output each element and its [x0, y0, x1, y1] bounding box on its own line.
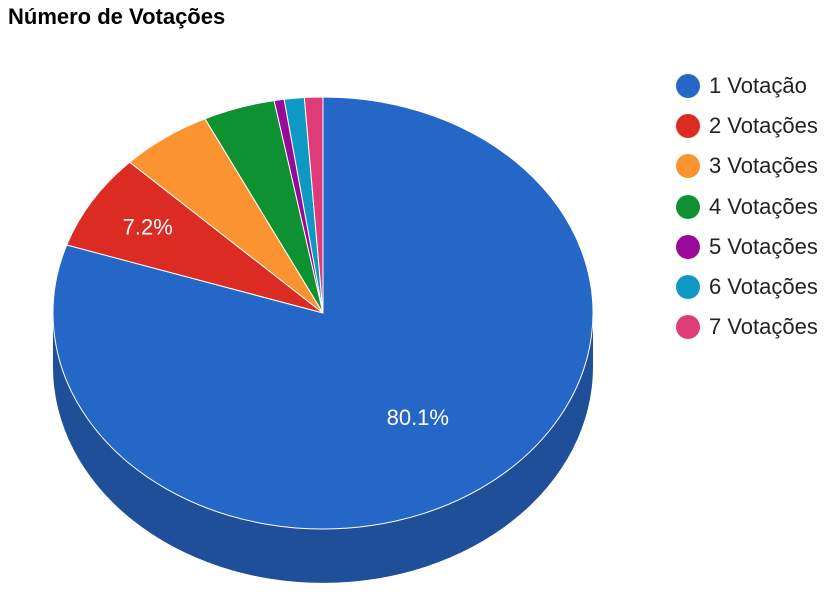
pie-slice-2[interactable] — [66, 161, 324, 314]
legend-item-7[interactable]: 7 Votações — [676, 307, 818, 347]
legend-item-2[interactable]: 2 Votações — [676, 106, 818, 146]
legend-swatch — [676, 275, 700, 300]
pie-slices — [52, 96, 594, 530]
legend-swatch — [676, 315, 700, 340]
legend-item-5[interactable]: 5 Votações — [676, 227, 818, 267]
pie-data-labels: 80.1% 7.2% — [123, 215, 449, 430]
legend-label: 3 Votações — [709, 153, 818, 179]
legend-swatch — [676, 194, 700, 219]
legend-label: 5 Votações — [709, 233, 818, 259]
legend-swatch — [676, 234, 700, 259]
legend-item-4[interactable]: 4 Votações — [676, 187, 818, 227]
legend-label: 2 Votações — [709, 113, 818, 139]
legend-swatch — [676, 154, 700, 179]
legend-label: 6 Votações — [709, 274, 818, 300]
legend-label: 1 Votação — [709, 73, 807, 99]
data-label-2: 7.2% — [123, 215, 173, 240]
legend: 1 Votação 2 Votações 3 Votações 4 Votações 5… — [676, 66, 818, 347]
legend-item-3[interactable]: 3 Votações — [676, 146, 818, 186]
legend-label: 4 Votações — [709, 193, 818, 219]
legend-label: 7 Votações — [709, 314, 818, 340]
legend-item-1[interactable]: 1 Votação — [676, 66, 818, 106]
legend-swatch — [676, 74, 700, 99]
data-label-1: 80.1% — [387, 405, 449, 430]
legend-swatch — [676, 114, 700, 139]
pie-slice-7[interactable] — [303, 96, 324, 314]
chart-title: Número de Votações — [8, 4, 226, 29]
pie-side-1 — [53, 313, 593, 583]
pie-side-wall — [53, 313, 593, 583]
legend-item-6[interactable]: 6 Votações — [676, 267, 818, 307]
